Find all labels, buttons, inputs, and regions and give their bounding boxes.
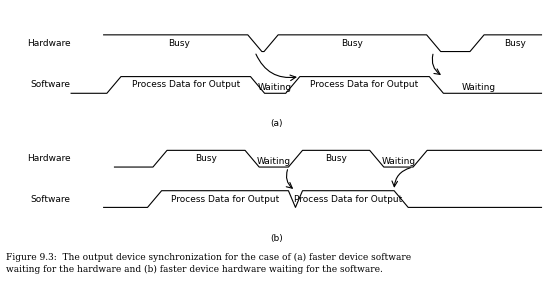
Text: Software: Software: [30, 195, 71, 204]
Text: Busy: Busy: [325, 154, 347, 163]
Text: Hardware: Hardware: [27, 154, 71, 163]
Text: Figure 9.3:  The output device synchronization for the case of (a) faster device: Figure 9.3: The output device synchroniz…: [6, 253, 411, 274]
Text: Busy: Busy: [341, 39, 363, 48]
Text: Waiting: Waiting: [258, 83, 292, 92]
Text: Process Data for Output: Process Data for Output: [294, 195, 403, 204]
Text: Waiting: Waiting: [461, 83, 495, 92]
Text: Busy: Busy: [504, 39, 526, 48]
Text: (a): (a): [270, 119, 283, 128]
Text: Software: Software: [30, 80, 71, 89]
Text: Waiting: Waiting: [257, 157, 291, 166]
Text: Waiting: Waiting: [382, 157, 415, 166]
Text: Process Data for Output: Process Data for Output: [310, 80, 419, 89]
Text: Busy: Busy: [195, 154, 217, 163]
Text: Process Data for Output: Process Data for Output: [132, 80, 240, 89]
Text: Busy: Busy: [168, 39, 190, 48]
Text: (b): (b): [270, 233, 283, 243]
Text: Process Data for Output: Process Data for Output: [171, 195, 279, 204]
Text: Hardware: Hardware: [27, 39, 71, 48]
